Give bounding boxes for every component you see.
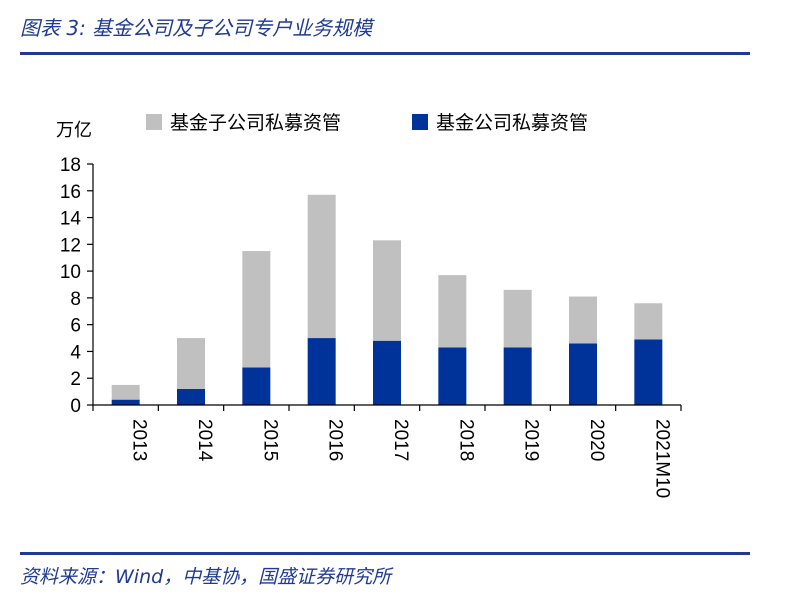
bar-segment (242, 251, 271, 368)
y-tick-label: 14 (60, 209, 82, 230)
y-tick-label: 12 (60, 235, 81, 256)
legend-swatch (412, 114, 428, 130)
bar-segment (503, 347, 532, 405)
bar-segment (569, 296, 597, 344)
bar-segment (177, 338, 205, 389)
x-tick-label: 2019 (521, 419, 542, 461)
bar-segment (634, 339, 663, 405)
bar-segment (634, 303, 663, 340)
bar-segment (503, 289, 532, 348)
x-tick-label: 2020 (586, 419, 607, 461)
x-tick-label: 2018 (455, 419, 476, 461)
bar-segment (373, 340, 401, 405)
x-tick-label: 2015 (259, 419, 280, 461)
x-tick-label: 2021M10 (651, 419, 672, 498)
y-axis: 0 2 4 6 8 10 12 14 16 18 (60, 155, 94, 417)
y-tick-label: 4 (70, 342, 81, 363)
y-tick-label: 16 (60, 182, 81, 203)
bar-segment (111, 384, 140, 400)
bar-segment (242, 367, 271, 405)
bars (111, 194, 663, 405)
legend: 基金子公司私募资管 基金公司私募资管 (146, 112, 588, 134)
bar-segment (177, 388, 205, 405)
y-tick-label: 18 (60, 155, 81, 176)
bar-segment (569, 343, 597, 405)
bar-segment (373, 240, 401, 341)
bar-segment (307, 194, 336, 339)
y-tick-label: 10 (60, 262, 81, 283)
y-tick-label: 0 (70, 396, 81, 417)
y-tick-label: 2 (70, 369, 81, 390)
bar-segment (438, 347, 467, 405)
y-tick-label: 8 (70, 289, 81, 310)
y-unit-label: 万亿 (56, 120, 92, 141)
x-tick-label: 2017 (390, 419, 411, 461)
x-tick-label: 2013 (129, 419, 150, 461)
figure-title: 图表 3: 基金公司及子公司专户业务规模 (20, 16, 373, 40)
legend-label: 基金子公司私募资管 (170, 112, 341, 134)
title-rule (20, 52, 750, 55)
x-tick-label: 2014 (194, 419, 215, 462)
source-note: 资料来源：Wind，中基协，国盛证券研究所 (20, 566, 392, 588)
x-axis: 2013 2014 2015 2016 2017 2018 2019 2020 2021M10 (92, 404, 682, 498)
legend-label: 基金公司私募资管 (436, 112, 588, 134)
source-rule (20, 552, 750, 555)
y-tick-label: 6 (70, 316, 81, 337)
bar-segment (307, 338, 336, 405)
bar-segment (438, 275, 467, 348)
bar-segment (111, 399, 140, 405)
x-tick-label: 2016 (325, 419, 346, 461)
legend-swatch (146, 114, 162, 130)
